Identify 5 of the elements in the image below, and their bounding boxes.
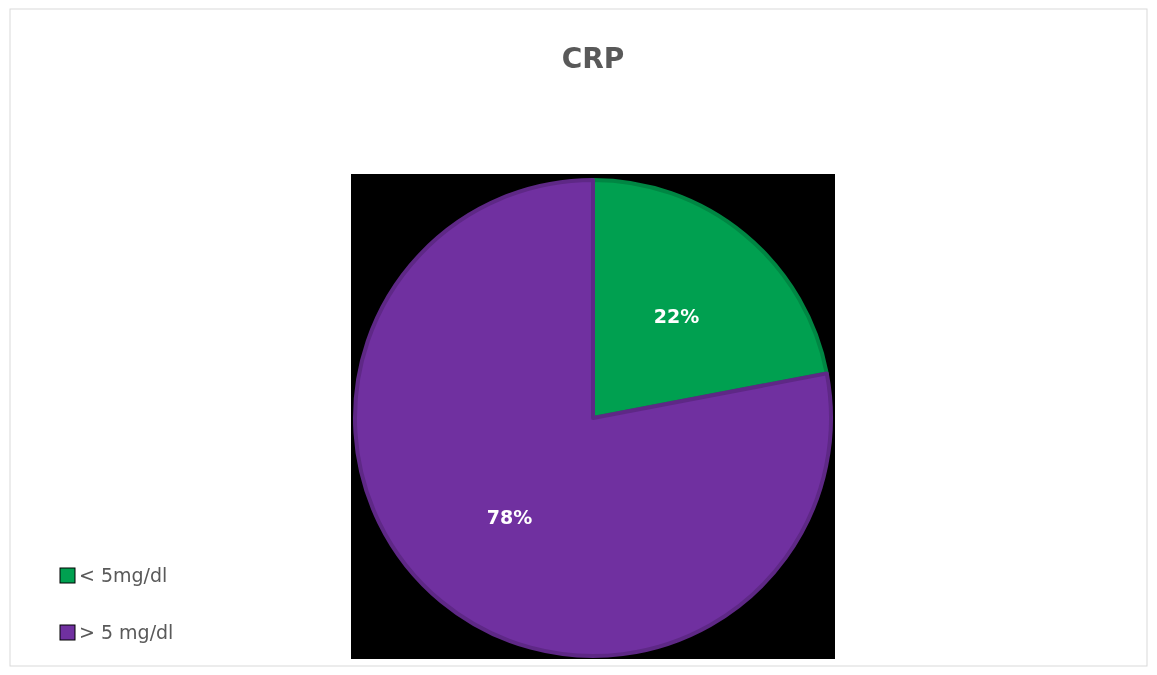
legend-label: < 5mg/dl bbox=[79, 563, 168, 586]
legend-label: > 5 mg/dl bbox=[79, 620, 174, 643]
data-label: 22% bbox=[653, 304, 700, 327]
data-label: 78% bbox=[486, 506, 533, 529]
chart-title: CRP bbox=[561, 42, 625, 75]
